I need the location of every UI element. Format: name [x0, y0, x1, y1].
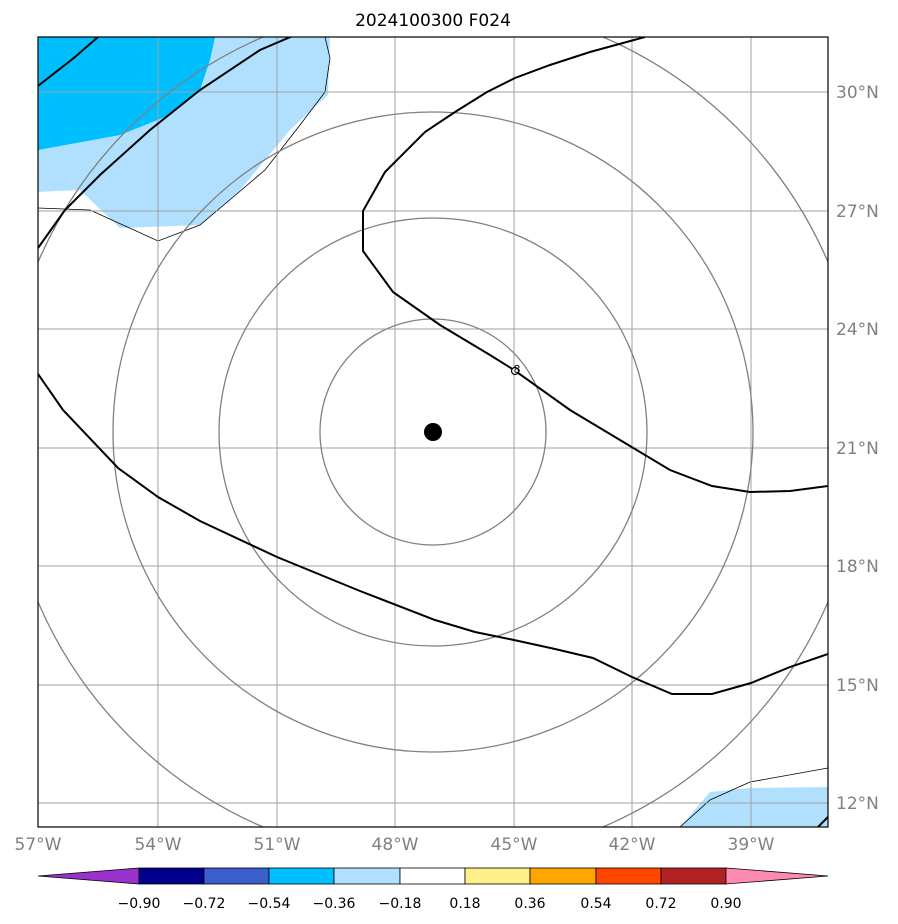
map-frame: [37, 36, 829, 828]
marker-ring: [510, 366, 520, 376]
lon-tick: 48°W: [372, 835, 419, 855]
colorbar-label: −0.54: [248, 896, 291, 912]
colorbar-label: 0.72: [645, 896, 676, 912]
lon-tick: 51°W: [254, 835, 301, 855]
contour-se: [817, 816, 828, 827]
colorbar-label: −0.72: [183, 896, 226, 912]
lon-tick: 45°W: [491, 835, 538, 855]
colorbar-extend-low: [37, 867, 140, 885]
colorbar-bin: [268, 867, 335, 885]
colorbar-label: 0.90: [710, 896, 741, 912]
map-area: 8: [38, 37, 828, 827]
colorbar-bin: [399, 867, 466, 885]
lon-tick: 42°W: [609, 835, 656, 855]
gridlines: [38, 37, 828, 827]
figure-title: 2024100300 F024: [355, 11, 511, 31]
thin-line-se: [679, 767, 828, 827]
colorbar-bin: [138, 867, 205, 885]
colorbar-label: 0.36: [514, 896, 545, 912]
colorbar-label: −0.18: [379, 896, 422, 912]
colorbar-bin: [464, 867, 531, 885]
colorbar-bin: [203, 867, 270, 885]
colorbar-extend-high: [725, 867, 829, 885]
contour-main-south: [38, 373, 828, 695]
colorbar-label: −0.36: [313, 896, 356, 912]
storm-center-dot: [424, 423, 442, 441]
colorbar-labels: −0.90 −0.72 −0.54 −0.36 −0.18 0.18 0.36 …: [118, 896, 742, 912]
black-contours: [38, 37, 828, 827]
lat-tick: 24°N: [836, 320, 879, 340]
shade-blue-nw: [38, 37, 215, 150]
lon-tick: 39°W: [728, 835, 775, 855]
lat-tick: 12°N: [836, 794, 879, 814]
contour-main-north: [362, 37, 828, 494]
colorbar-bin: [529, 867, 597, 885]
lat-tick: 30°N: [836, 83, 879, 103]
lat-tick: 18°N: [836, 557, 879, 577]
lon-tick: 54°W: [135, 835, 182, 855]
colorbar-label: 0.18: [449, 896, 480, 912]
lat-tick: 15°N: [836, 676, 879, 696]
colorbar-bin: [333, 867, 401, 885]
thin-line-nw: [38, 37, 331, 242]
colorbar: [37, 867, 829, 885]
lat-tick: 27°N: [836, 202, 879, 222]
colorbar-bin: [595, 867, 662, 885]
lon-tick-labels: 57°W 54°W 51°W 48°W 45°W 42°W 39°W: [15, 835, 775, 855]
colorbar-label: 0.54: [580, 896, 611, 912]
lat-tick-labels: 30°N 27°N 24°N 21°N 18°N 15°N 12°N: [836, 83, 879, 814]
colorbar-bin: [660, 867, 727, 885]
colorbar-label: −0.90: [118, 896, 161, 912]
contour-nw: [38, 37, 99, 87]
lon-tick: 57°W: [15, 835, 62, 855]
marker-label: 8: [514, 363, 521, 376]
lat-tick: 21°N: [836, 439, 879, 459]
contour-nw-2: [38, 37, 293, 249]
